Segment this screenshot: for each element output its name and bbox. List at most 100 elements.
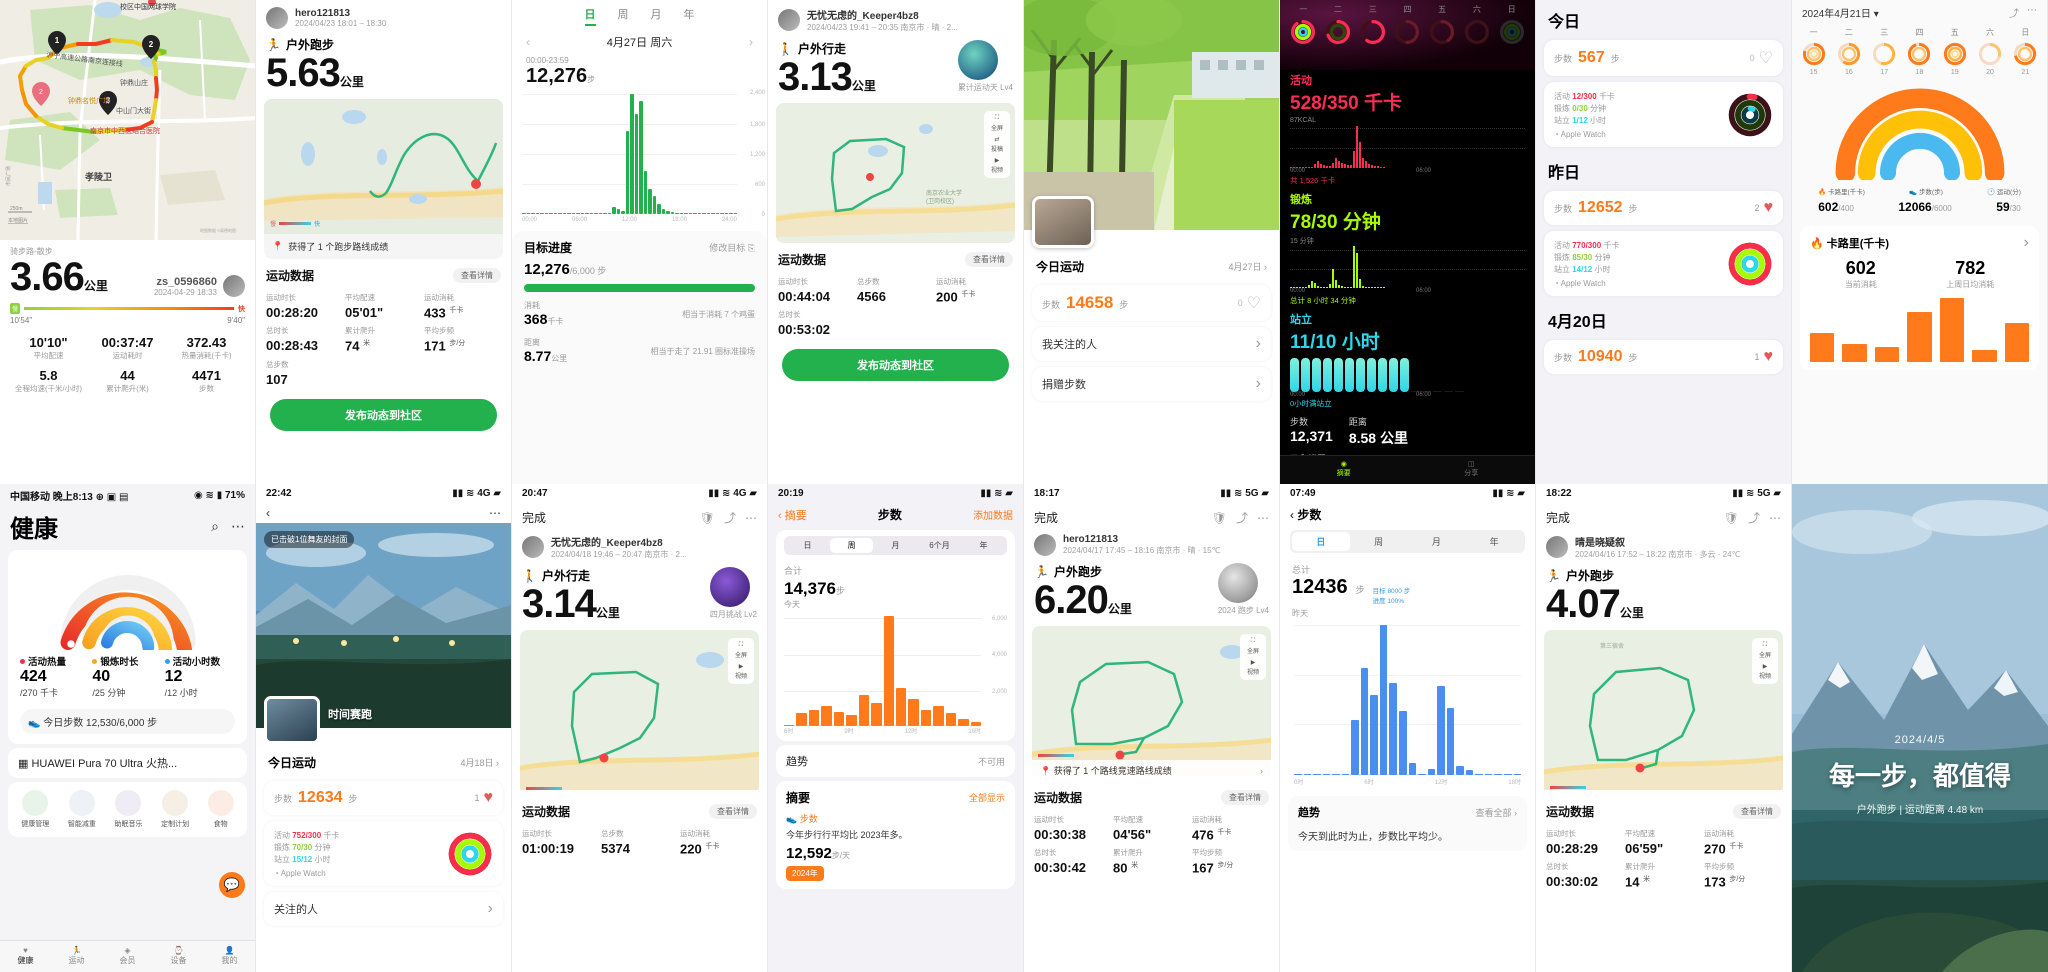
p9-promo[interactable]: ▦ HUAWEI Pura 70 Ultra 火热... <box>8 748 247 778</box>
heart-icon[interactable]: ♥ <box>1763 199 1774 216</box>
p8-rings-week[interactable] <box>1792 40 2047 68</box>
fullscreen-icon[interactable]: ⛶ <box>994 115 1000 121</box>
p11-map-tools[interactable]: ⛶ 全屏 ▶ 视频 <box>728 638 754 684</box>
shield-icon[interactable]: 🛡 <box>699 510 715 525</box>
search-icon[interactable]: ⌕ <box>211 518 219 534</box>
p5-thumbnail[interactable] <box>1032 196 1094 248</box>
p2-detail-button[interactable]: 查看详情 <box>453 268 501 283</box>
shield-icon[interactable]: 🛡 <box>1723 510 1739 525</box>
p5-donate-row[interactable]: 捐赠步数 › <box>1032 367 1271 401</box>
tab-week[interactable]: 周 <box>617 9 629 21</box>
p14-trend-card[interactable]: 趋势 查看全部 › 今天到此时为止，步数比平均少。 <box>1288 796 1527 851</box>
p12-summary-card[interactable]: 摘要 全部显示 👟 步数 今年步行行平均比 2023年多。 12,592步/天 … <box>776 781 1015 889</box>
shield-icon[interactable]: 🛡 <box>1211 510 1227 525</box>
heart-icon[interactable]: ♥ <box>1763 348 1774 365</box>
video-icon[interactable]: ▶ <box>1762 664 1768 670</box>
p10-photo[interactable]: 已击破1位舞友的封面 时间赛跑 <box>256 523 511 744</box>
video-icon[interactable]: ▶ <box>994 158 1000 164</box>
p7-steps-card-yesterday[interactable]: 步数 12652 步 2 ♥ <box>1544 191 1783 225</box>
heart-icon[interactable]: ♥ <box>483 789 494 806</box>
p10-thumbnail[interactable] <box>264 696 320 744</box>
p6-ring-row[interactable] <box>1280 15 1535 49</box>
p2-map-card[interactable]: 慢 快 📍 获得了 1 个跑步路线成绩 <box>264 99 503 259</box>
p9-tabbar[interactable]: ♥ 健康 🏃 运动 ◈ 会员 ⌚ 设备 👤 我的 <box>0 940 255 972</box>
p5-follow-row[interactable]: 我关注的人 › <box>1032 327 1271 361</box>
p4-user-row[interactable]: 无忧无虑的_Keeper4bz8 2024/04/23 19:41 – 20:3… <box>768 0 1023 36</box>
p10-steps-card[interactable]: 步数 12634 步 1 ♥ <box>264 781 503 815</box>
tab-member[interactable]: ◈ 会员 <box>119 946 136 965</box>
p13-map-card[interactable]: ⛶ 全屏 ▶ 视频 📍 获得了 1 个路线竞速路线成绩 › <box>1032 626 1271 781</box>
more-icon[interactable]: ⋯ <box>1257 510 1269 525</box>
p15-detail-button[interactable]: 查看详情 <box>1733 804 1781 819</box>
tab-mine[interactable]: 👤 我的 <box>221 946 238 965</box>
more-icon[interactable]: ⋯ <box>1769 510 1781 525</box>
fullscreen-icon[interactable]: ⛶ <box>1250 638 1256 644</box>
tab-day[interactable]: 日 <box>584 6 596 26</box>
p9-quick-actions[interactable]: 健康管理 智能减重 助眠音乐 定制计划 食物 <box>8 782 247 837</box>
p7-rings-card-today[interactable]: 活动 12/300 千卡 锻炼 0/30 分钟 站立 1/12 小时 ◔ App… <box>1544 82 1783 147</box>
p12-back-button[interactable]: ‹ 摘要 <box>778 509 807 522</box>
p7-rings-card-yesterday[interactable]: 活动 770/300 千卡 锻炼 85/30 分钟 站立 14/12 小时 ◔ … <box>1544 231 1783 296</box>
p2-user-row[interactable]: hero121813 2024/04/23 18:01 – 18:30 <box>256 0 511 32</box>
share-icon[interactable]: ⤴ <box>2009 9 2019 20</box>
p12-show-all[interactable]: 全部显示 <box>968 793 1005 803</box>
more-icon[interactable]: ⋯ <box>2027 5 2037 16</box>
tab-share[interactable]: ◫ 分享 <box>1464 461 1479 477</box>
p15-map-card[interactable]: 第三宿舍 ⛶ 全屏 ▶ 视频 <box>1544 630 1783 795</box>
back-icon[interactable]: ‹ 步数 <box>1290 508 1322 522</box>
p7-steps-card-today[interactable]: 步数 567 步 0 ♡ <box>1544 40 1783 76</box>
p13-detail-button[interactable]: 查看详情 <box>1221 790 1269 805</box>
share-icon[interactable]: ⤴ <box>1235 511 1248 525</box>
p7-steps-card-day3[interactable]: 步数 10940 步 1 ♥ <box>1544 340 1783 374</box>
p13-done-button[interactable]: 完成 <box>1034 511 1059 525</box>
p10-rings-card[interactable]: 活动 752/300 千卡 锻炼 70/30 分钟 站立 15/12 小时 ◔ … <box>264 821 503 886</box>
p12-chart-card[interactable]: 日 周 月 6个月 年 合计 14,376步 今天 6,000 4,000 2,… <box>776 530 1015 741</box>
p9-rings-card[interactable]: 活动热量 424 /270 千卡 锻炼时长 40 /25 分钟 活动小时数 12… <box>8 550 247 744</box>
fullscreen-icon[interactable]: ⛶ <box>738 642 744 648</box>
p4-map-tools[interactable]: ⛶ 全屏 ⇄ 投稿 ▶ 视频 <box>984 111 1010 178</box>
fullscreen-icon[interactable]: ⛶ <box>1762 642 1768 648</box>
p15-user-row[interactable]: 晴是晓疑叙 2024/04/16 17:52 – 18:22 南京市 · 多云 … <box>1536 532 1791 563</box>
p15-done-button[interactable]: 完成 <box>1546 511 1571 525</box>
p3-tabs[interactable]: 日 周 月 年 <box>512 0 767 30</box>
p5-today-date[interactable]: 4月27日 › <box>1228 262 1267 272</box>
p4-post-button[interactable]: 发布动态到社区 <box>782 349 1009 382</box>
p2-post-button[interactable]: 发布动态到社区 <box>270 398 497 431</box>
tab-device[interactable]: ⌚ 设备 <box>170 946 187 965</box>
heart-icon[interactable]: ♡ <box>1758 50 1773 67</box>
more-icon[interactable]: ⋯ <box>745 510 757 525</box>
back-icon[interactable]: ‹ <box>266 506 270 520</box>
prev-day-button[interactable]: ‹ <box>526 35 530 49</box>
p3-goal-edit[interactable]: 修改目标 ⎘ <box>709 243 755 253</box>
chat-fab-icon[interactable]: 💬 <box>219 872 245 898</box>
p13-map-tools[interactable]: ⛶ 全屏 ▶ 视频 <box>1240 634 1266 680</box>
video-icon[interactable]: ▶ <box>1250 660 1256 666</box>
p4-detail-button[interactable]: 查看详情 <box>965 252 1013 267</box>
p12-tabs[interactable]: 日 周 月 6个月 年 <box>784 536 1007 555</box>
p8-date[interactable]: 2024年4月21日 ▾ <box>1802 9 1879 20</box>
p14-tabs[interactable]: 日 周 月 年 <box>1290 530 1525 553</box>
more-icon[interactable]: ⋯ <box>231 518 245 534</box>
p4-map-card[interactable]: 南京农业大学 (卫岗校区) ⛶ 全屏 ⇄ 投稿 ▶ 视频 <box>776 103 1015 243</box>
tab-health[interactable]: ♥ 健康 <box>17 946 34 965</box>
p13-user-row[interactable]: hero121813 2024/04/17 17:45 – 18:16 南京市 … <box>1024 532 1279 559</box>
p5-steps-card[interactable]: 步数 14658 步 0 ♡ <box>1032 285 1271 321</box>
p9-steps-row[interactable]: 👟 今日步数 12,530/6,000 步 <box>20 709 235 734</box>
p15-map-tools[interactable]: ⛶ 全屏 ▶ 视频 <box>1752 638 1778 684</box>
share-icon[interactable]: ⤴ <box>1747 511 1760 525</box>
p11-done-button[interactable]: 完成 <box>522 511 547 525</box>
next-day-button[interactable]: › <box>748 35 753 49</box>
tab-year[interactable]: 年 <box>683 9 695 21</box>
p12-trend-row[interactable]: 趋势 不可用 <box>776 745 1015 777</box>
map-canvas[interactable]: 1 2 3 2 校区中国网球学院 沪宁高速公路南京连接线 钟鼎山庄 <box>0 0 255 240</box>
more-icon[interactable]: ⋯ <box>489 506 501 520</box>
tab-summary[interactable]: ◉ 摘要 <box>1336 461 1351 477</box>
tab-sport[interactable]: 🏃 运动 <box>68 946 85 965</box>
share-icon[interactable]: ⇄ <box>994 137 1000 143</box>
p8-calorie-card[interactable]: 🔥 卡路里(千卡) › 602 当前消耗 782 上周日均消耗 <box>1800 226 2039 370</box>
p11-detail-button[interactable]: 查看详情 <box>709 804 757 819</box>
p14-view-all[interactable]: 查看全部 › <box>1475 807 1517 818</box>
tab-month[interactable]: 月 <box>650 9 662 21</box>
heart-icon[interactable]: ♡ <box>1246 295 1261 312</box>
p11-map-card[interactable]: ⛶ 全屏 ▶ 视频 <box>520 630 759 795</box>
